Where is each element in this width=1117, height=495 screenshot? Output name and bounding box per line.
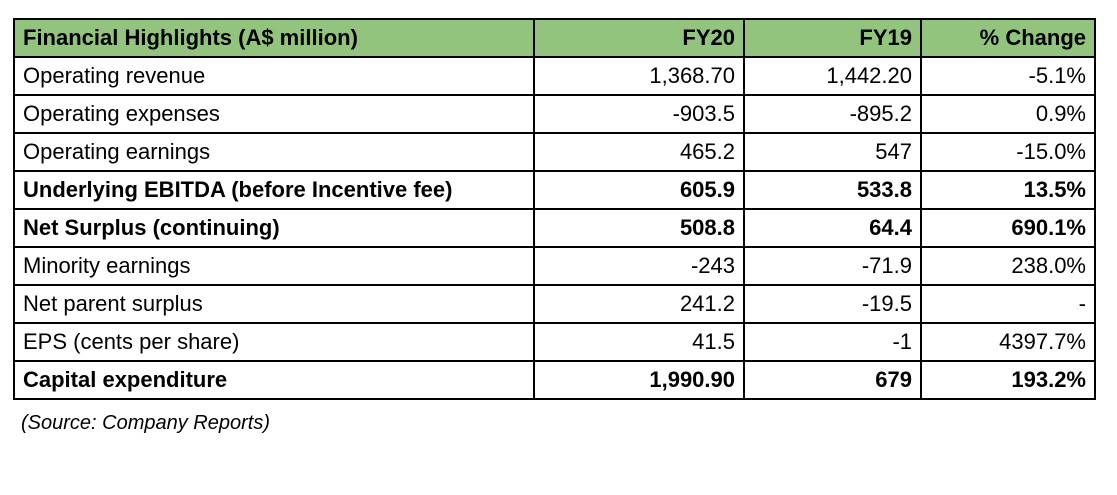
table-row: Capital expenditure 1,990.90 679 193.2% (13, 360, 1096, 400)
cell-change: 238.0% (920, 246, 1096, 286)
cell-fy19: 679 (743, 360, 922, 400)
table-header: Financial Highlights (A$ million) FY20 F… (13, 18, 1096, 58)
cell-fy20: 465.2 (533, 132, 745, 172)
cell-fy19: -895.2 (743, 94, 922, 134)
table-row: Operating expenses -903.5 -895.2 0.9% (13, 94, 1096, 134)
cell-fy20: 241.2 (533, 284, 745, 324)
source-note: (Source: Company Reports) (21, 412, 270, 434)
table-row: Operating earnings 465.2 547 -15.0% (13, 132, 1096, 172)
cell-fy19: -1 (743, 322, 922, 362)
cell-label: Operating expenses (13, 94, 535, 134)
cell-change: -5.1% (920, 56, 1096, 96)
column-header-title: Financial Highlights (A$ million) (13, 18, 535, 58)
header-row: Financial Highlights (A$ million) FY20 F… (13, 18, 1096, 58)
cell-fy20: 1,990.90 (533, 360, 745, 400)
table-row: Operating revenue 1,368.70 1,442.20 -5.1% (13, 56, 1096, 96)
cell-label: Capital expenditure (13, 360, 535, 400)
cell-fy19: 64.4 (743, 208, 922, 248)
table-row: EPS (cents per share) 41.5 -1 4397.7% (13, 322, 1096, 362)
cell-fy20: 605.9 (533, 170, 745, 210)
financial-highlights-table: Financial Highlights (A$ million) FY20 F… (13, 18, 1096, 400)
table-row: Underlying EBITDA (before Incentive fee)… (13, 170, 1096, 210)
table-body: Operating revenue 1,368.70 1,442.20 -5.1% Op… (13, 56, 1096, 400)
table-row: Net parent surplus 241.2 -19.5- (13, 284, 1096, 324)
cell-fy20: -243 (533, 246, 745, 286)
column-header-fy20: FY20 (533, 18, 745, 58)
cell-label: Net Surplus (continuing) (13, 208, 535, 248)
cell-label: Underlying EBITDA (before Incentive fee) (13, 170, 535, 210)
table-row: Minority earnings -243 -71.9 238.0% (13, 246, 1096, 286)
cell-fy20: 41.5 (533, 322, 745, 362)
cell-label: EPS (cents per share) (13, 322, 535, 362)
column-header-fy19: FY19 (743, 18, 922, 58)
cell-label: Net parent surplus (13, 284, 535, 324)
cell-fy19: 547 (743, 132, 922, 172)
cell-fy20: -903.5 (533, 94, 745, 134)
column-header-change: % Change (920, 18, 1096, 58)
cell-change: 13.5% (920, 170, 1096, 210)
cell-change: 4397.7% (920, 322, 1096, 362)
cell-change: 690.1% (920, 208, 1096, 248)
cell-change: 0.9% (920, 94, 1096, 134)
cell-fy19: 533.8 (743, 170, 922, 210)
cell-fy19: -19.5 (743, 284, 922, 324)
table-row: Net Surplus (continuing) 508.8 64.4 690.1% (13, 208, 1096, 248)
cell-label: Minority earnings (13, 246, 535, 286)
cell-label: Operating earnings (13, 132, 535, 172)
cell-label: Operating revenue (13, 56, 535, 96)
cell-fy19: 1,442.20 (743, 56, 922, 96)
cell-change: -15.0% (920, 132, 1096, 172)
cell-fy20: 508.8 (533, 208, 745, 248)
cell-fy20: 1,368.70 (533, 56, 745, 96)
page: Financial Highlights (A$ million) FY20 F… (13, 18, 1096, 434)
cell-change: 193.2% (920, 360, 1096, 400)
cell-fy19: -71.9 (743, 246, 922, 286)
cell-change: - (920, 284, 1096, 324)
